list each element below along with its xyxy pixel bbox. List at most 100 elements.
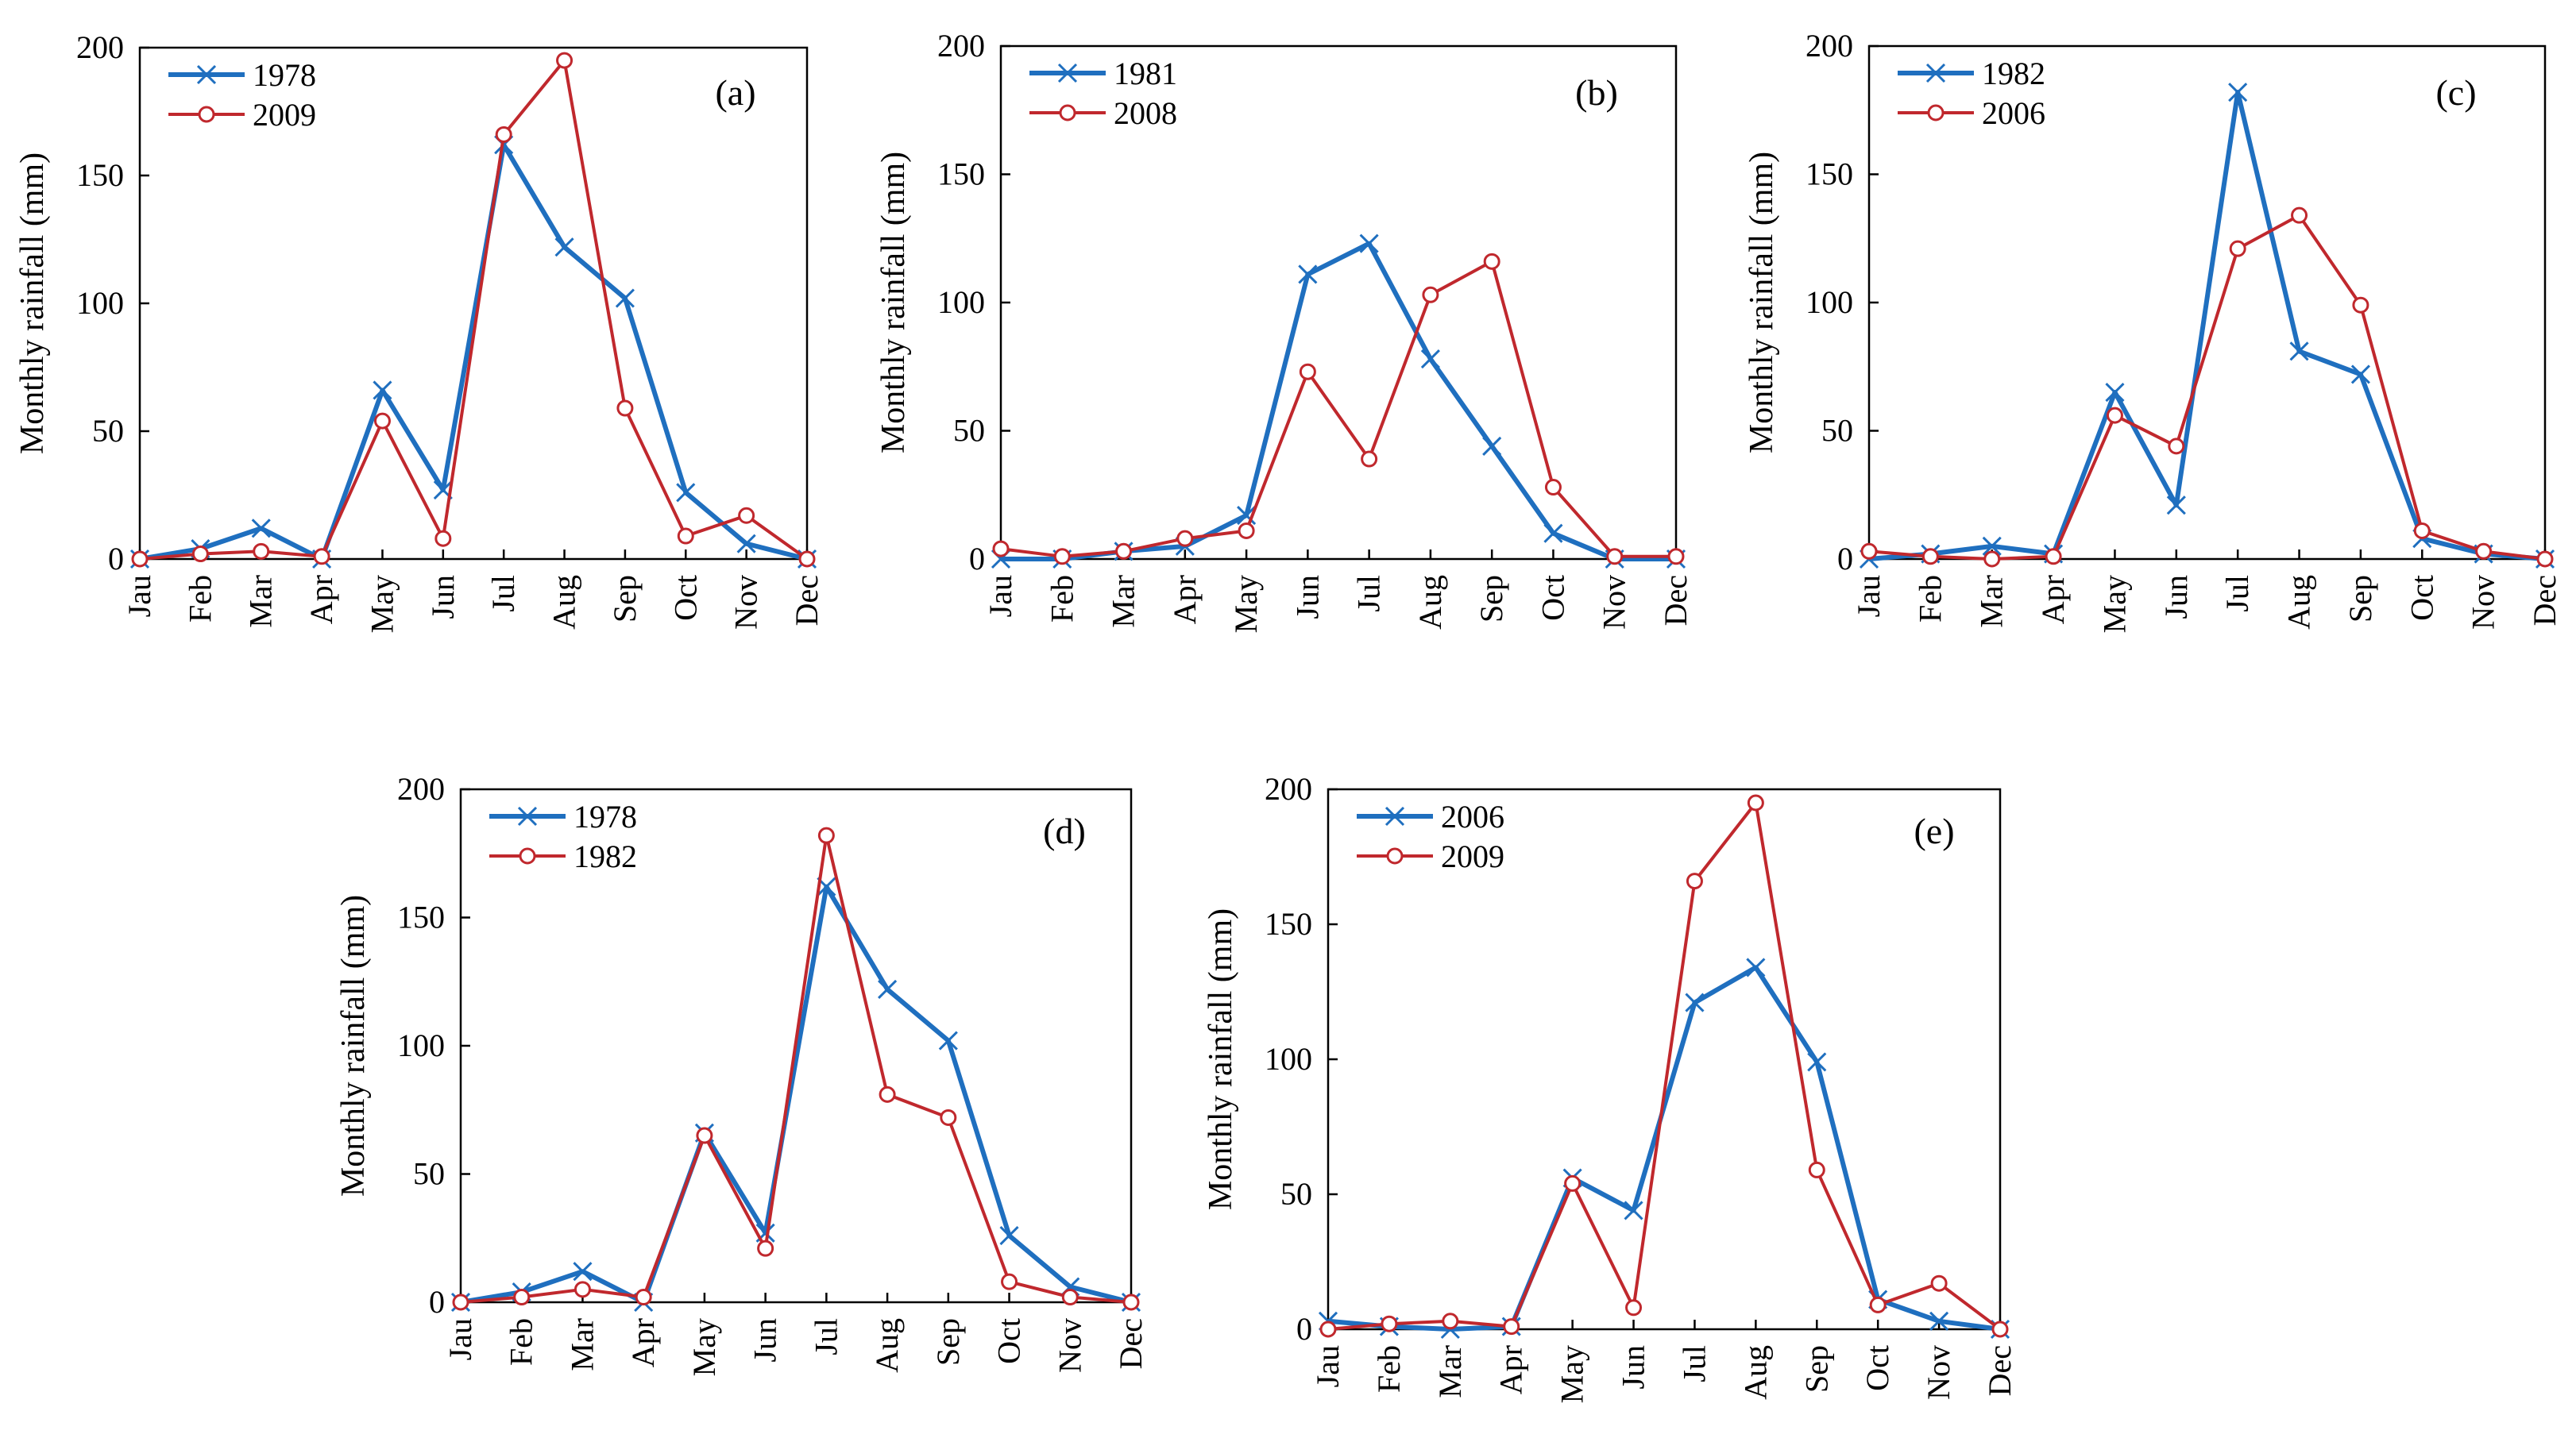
x-tick-label: Sep <box>1798 1345 1834 1393</box>
data-point-2009 <box>1991 1321 2009 1338</box>
x-tick-label: Jul <box>808 1318 844 1355</box>
series-line-2009 <box>139 59 809 561</box>
data-point-2009 <box>556 52 574 69</box>
x-tick-label: Dec <box>1113 1318 1149 1369</box>
x-tick-label: Oct <box>1860 1345 1895 1391</box>
data-point-2008 <box>1422 286 1439 303</box>
data-point-1981 <box>1359 233 1379 253</box>
chart-panel-c: 0 50 100 150 200 Jau Feb Mar Apr May Jun Jul Aug Sep O… <box>1744 28 2562 633</box>
data-point-2006 <box>2291 206 2308 224</box>
x-tick-label: Nov <box>1597 575 1632 630</box>
x-tick-label: Jul <box>1351 575 1387 612</box>
x-tick-label: Mar <box>243 575 279 628</box>
series-line-2008 <box>1000 260 1676 558</box>
x-tick-label: Jun <box>425 575 461 619</box>
x-tick-label: Aug <box>2281 575 2317 630</box>
data-point-1978 <box>615 288 635 308</box>
legend-marker <box>1925 63 1946 83</box>
legend-label: 2006 <box>1982 95 2045 131</box>
x-tick-label: Sep <box>2342 575 2378 623</box>
data-point-2009 <box>1381 1315 1398 1332</box>
x-tick-label: Feb <box>1912 575 1948 623</box>
data-point-2009 <box>1930 1274 1948 1292</box>
y-axis-title: Monthly rainfall (mm) <box>14 152 51 454</box>
y-axis-title: Monthly rainfall (mm) <box>1203 908 1239 1210</box>
data-point-2009 <box>1686 873 1703 890</box>
data-point-1982 <box>1001 1273 1018 1290</box>
x-tick-label: Jul <box>1676 1345 1712 1382</box>
legend-label: 2006 <box>1441 799 1504 835</box>
data-point-2009 <box>1442 1313 1459 1330</box>
x-tick-label: Apr <box>1167 575 1203 624</box>
x-tick-label: Mar <box>564 1318 600 1371</box>
legend-label: 2009 <box>253 97 316 133</box>
x-tick-label: Apr <box>2035 575 2071 624</box>
x-tick-label: Jau <box>442 1318 478 1360</box>
y-tick-label: 100 <box>1806 284 1853 320</box>
x-tick-label: Oct <box>991 1318 1027 1364</box>
y-axis-title: Monthly rainfall (mm) <box>1744 152 1780 453</box>
x-tick-label: Jul <box>485 575 521 612</box>
x-tick-label: Nov <box>1052 1318 1087 1373</box>
plot-frame <box>1327 788 2002 1331</box>
y-tick-label: 150 <box>1806 156 1853 192</box>
data-point-2009 <box>616 399 634 417</box>
x-tick-label: Nov <box>2466 575 2501 630</box>
legend-marker <box>1057 63 1078 83</box>
data-point-2006 <box>2475 542 2493 560</box>
x-tick-label: Feb <box>1044 575 1079 623</box>
series-line-1978 <box>139 142 808 561</box>
data-point-2008 <box>1053 548 1071 565</box>
x-tick-label: May <box>2096 575 2132 633</box>
data-point-2009 <box>1747 794 1764 812</box>
data-point-2006 <box>1983 550 2001 568</box>
y-tick-label: 100 <box>937 284 985 320</box>
data-point-2008 <box>1299 363 1316 380</box>
data-point-2008 <box>1483 253 1500 270</box>
legend-marker <box>1385 806 1405 827</box>
data-point-2006 <box>1921 548 1939 565</box>
data-point-1981 <box>1543 523 1563 543</box>
y-tick-label: 200 <box>397 771 445 807</box>
x-tick-label: May <box>1228 575 1264 633</box>
data-point-1982 <box>879 1085 896 1103</box>
legend-label: 1981 <box>1114 56 1177 91</box>
y-tick-label: 150 <box>937 156 985 192</box>
x-tick-label: Aug <box>1412 575 1448 630</box>
x-tick-label: Oct <box>667 575 703 621</box>
data-point-1978 <box>373 380 392 400</box>
data-point-1982 <box>452 1294 469 1311</box>
data-point-1982 <box>817 827 835 844</box>
data-point-2006 <box>1746 958 1766 977</box>
data-point-1982 <box>757 1240 774 1257</box>
data-point-2009 <box>434 530 452 547</box>
x-tick-label: Jul <box>2219 575 2255 612</box>
series-line-2006 <box>1327 965 2001 1332</box>
x-tick-label: May <box>686 1318 722 1376</box>
data-point-1982 <box>635 1289 652 1306</box>
x-tick-label: Jun <box>1616 1345 1651 1390</box>
y-tick-label: 0 <box>108 541 124 576</box>
legend-marker <box>1386 847 1404 865</box>
panel-label: (c) <box>2435 72 2476 113</box>
data-point-1982 <box>1122 1294 1140 1311</box>
data-point-1981 <box>1482 436 1502 456</box>
x-tick-label: Feb <box>182 575 218 623</box>
chart-panel-d: 0 50 100 150 200 Jau Feb Mar Apr May Jun Jul Aug Sep O… <box>335 771 1149 1376</box>
y-tick-label: 200 <box>1265 771 1312 807</box>
x-tick-label: Oct <box>1535 575 1570 621</box>
y-tick-label: 100 <box>397 1028 445 1063</box>
y-tick-label: 0 <box>969 541 985 576</box>
data-point-1982 <box>940 1108 957 1126</box>
data-point-1978 <box>676 483 696 503</box>
x-tick-label: Aug <box>546 575 582 630</box>
data-point-1981 <box>1420 349 1440 369</box>
data-point-1982 <box>2105 382 2125 403</box>
y-tick-label: 50 <box>92 413 124 449</box>
data-point-2009 <box>1625 1299 1643 1317</box>
series-line-1982 <box>460 834 1132 1304</box>
legend-marker <box>519 847 536 865</box>
data-point-2009 <box>313 548 330 565</box>
x-tick-label: Jau <box>122 575 157 617</box>
x-tick-label: Sep <box>1473 575 1509 623</box>
